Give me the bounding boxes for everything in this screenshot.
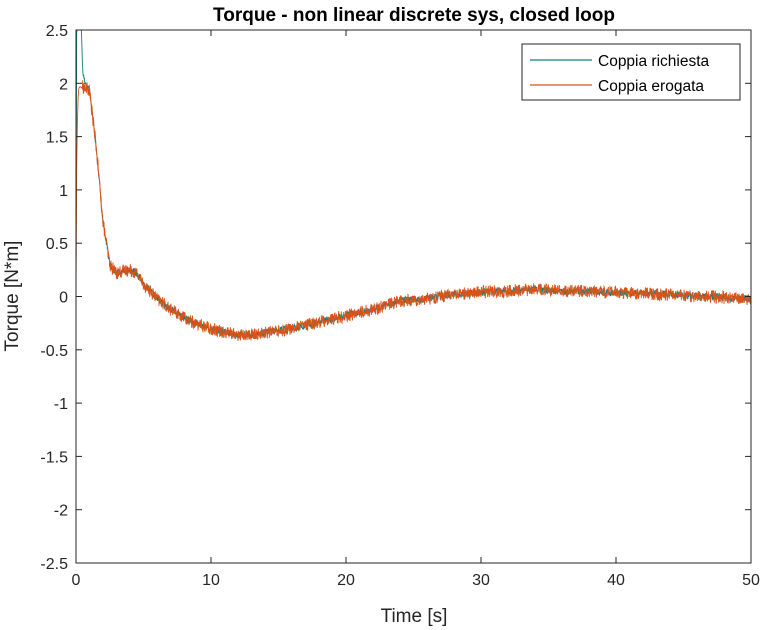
y-tick-label: -2	[54, 503, 68, 520]
y-tick-label: -1	[54, 396, 68, 413]
x-tick-label: 30	[472, 572, 490, 589]
y-tick-label: -2.5	[40, 556, 68, 573]
y-tick-label: 1.5	[46, 130, 68, 147]
y-tick-label: 2.5	[46, 23, 68, 40]
y-tick-label: 1	[59, 183, 68, 200]
y-tick-label: 0	[59, 290, 68, 307]
x-tick-label: 40	[607, 572, 625, 589]
chart-title: Torque - non linear discrete sys, closed…	[213, 5, 615, 26]
y-tick-label: 0.5	[46, 236, 68, 253]
y-tick-label: -0.5	[40, 343, 68, 360]
x-tick-label: 10	[202, 572, 220, 589]
legend: Coppia richiesta Coppia erogata	[521, 43, 741, 101]
tick-layer: 0 10 20 30 40 50 -2.5 -2 -1.5 -1 -0.5 0 0.5 1 1.5 2 2.5	[40, 23, 760, 589]
plot-area: 0 10 20 30 40 50 -2.5 -2 -1.5 -1 -0.5 0 0.5 1 1.5 2 2.5	[40, 23, 760, 589]
series-line-coppia-erogata	[76, 80, 751, 342]
x-tick-label: 0	[72, 572, 81, 589]
legend-label-coppia-erogata: Coppia erogata	[598, 78, 704, 95]
x-axis-label: Time [s]	[381, 606, 448, 627]
x-tick-label: 20	[337, 572, 355, 589]
y-axis-label: Torque [N*m]	[2, 241, 23, 352]
y-tick-label: 2	[59, 76, 68, 93]
legend-label-coppia-richiesta: Coppia richiesta	[598, 53, 710, 70]
series-layer	[76, 30, 751, 342]
y-tick-label: -1.5	[40, 449, 68, 466]
x-tick-label: 50	[742, 572, 760, 589]
legend-box	[521, 43, 741, 101]
